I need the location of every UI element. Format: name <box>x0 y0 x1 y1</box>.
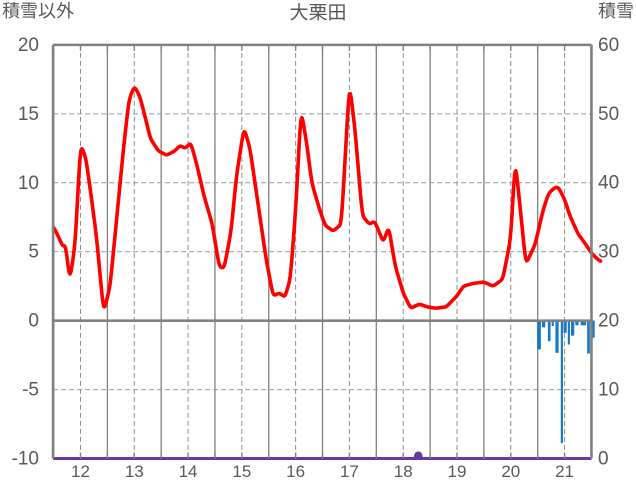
svg-text:16: 16 <box>286 462 305 481</box>
svg-text:積雪: 積雪 <box>598 1 634 21</box>
svg-text:10: 10 <box>18 173 39 194</box>
svg-text:10: 10 <box>598 379 619 400</box>
svg-text:20: 20 <box>598 310 619 331</box>
svg-text:18: 18 <box>394 462 413 481</box>
svg-text:0: 0 <box>598 448 609 469</box>
svg-text:-5: -5 <box>22 380 39 401</box>
svg-text:50: 50 <box>598 104 619 125</box>
svg-text:40: 40 <box>598 173 619 194</box>
svg-text:19: 19 <box>448 462 467 481</box>
svg-text:20: 20 <box>501 462 520 481</box>
svg-text:積雪以外: 積雪以外 <box>2 1 74 21</box>
svg-text:20: 20 <box>18 35 39 56</box>
svg-text:15: 15 <box>18 104 39 125</box>
svg-text:0: 0 <box>28 311 39 332</box>
svg-text:15: 15 <box>232 462 251 481</box>
svg-text:30: 30 <box>598 242 619 263</box>
svg-text:13: 13 <box>125 462 144 481</box>
svg-text:60: 60 <box>598 35 619 56</box>
svg-text:-10: -10 <box>12 449 39 470</box>
svg-text:5: 5 <box>28 242 39 263</box>
svg-text:14: 14 <box>179 462 198 481</box>
svg-text:12: 12 <box>71 462 90 481</box>
svg-text:大栗田: 大栗田 <box>289 3 346 24</box>
svg-text:17: 17 <box>340 462 359 481</box>
svg-text:21: 21 <box>555 462 574 481</box>
